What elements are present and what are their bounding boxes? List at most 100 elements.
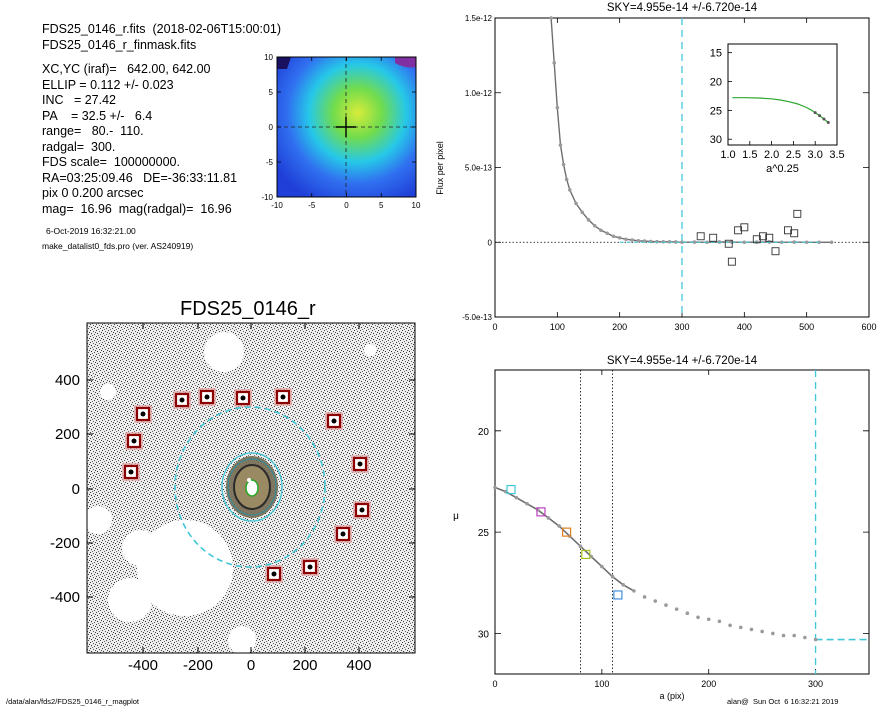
inset-x-tick-label: 2.0 <box>764 149 779 161</box>
mu-point <box>760 629 764 634</box>
inset-x-tick-label: 3.0 <box>808 149 823 161</box>
param-line: pix 0 0.200 arcsec <box>42 186 144 200</box>
mask-box <box>198 388 216 406</box>
flux-sky-box <box>790 229 799 238</box>
mu-point <box>664 603 668 607</box>
mu-point <box>600 564 604 569</box>
galaxy-core <box>245 479 259 497</box>
mu-point <box>653 599 658 603</box>
inset-y-tick-label: 20 <box>710 77 722 89</box>
flux-sky-box <box>752 235 761 244</box>
mu-point <box>674 607 679 611</box>
image-y-tick-label: 0 <box>72 481 80 498</box>
flux-point <box>792 240 796 244</box>
flux-point <box>552 61 557 65</box>
mu-point <box>813 637 818 642</box>
mask-box <box>334 525 352 543</box>
flux-point <box>549 16 553 20</box>
file-line: FDS25_0146_r.fits (2018-02-06T15:00:01) <box>42 22 282 36</box>
flux-x-tick-label: 600 <box>861 322 876 332</box>
image-y-tick-label: -200 <box>50 535 80 552</box>
param-line: RA=03:25:09.46 DE=-36:33:11.81 <box>42 170 238 185</box>
mu-x-tick-label: 300 <box>808 679 823 689</box>
mu-point <box>749 627 754 632</box>
footer-stamp: alan@ Sun Oct 6 16:32:21 2019 <box>727 697 839 706</box>
flux-y-tick-label: 0 <box>488 238 493 247</box>
mu-point <box>781 633 786 638</box>
flux-y-tick-label: 1.0e-12 <box>465 89 493 98</box>
thumb-x-tick-label: 0 <box>344 201 349 210</box>
mu-point <box>493 485 497 490</box>
inset-y-tick-label: 30 <box>710 134 722 146</box>
flux-point <box>568 188 572 192</box>
flux-y-tick-label: 1.5e-12 <box>465 14 493 23</box>
mu-point <box>696 615 700 620</box>
image-title: FDS25_0146_r <box>180 298 316 320</box>
flux-point <box>555 105 560 110</box>
flux-x-tick-label: 500 <box>799 322 814 332</box>
mu-y-tick-label: 25 <box>478 528 490 539</box>
flux-point <box>692 240 697 244</box>
thumb-dark-patch <box>277 57 291 69</box>
inset-point <box>818 114 822 118</box>
flux-y-label: Flux per pixel <box>435 141 445 195</box>
image-x-tick-label: -200 <box>183 657 213 674</box>
inset-y-tick-label: 15 <box>710 48 722 60</box>
mask-box <box>122 463 140 481</box>
mu-plot-frame <box>494 369 870 675</box>
mu-point <box>685 611 690 615</box>
flux-x-tick-label: 200 <box>612 322 627 332</box>
mu-range-marker <box>561 527 572 537</box>
flux-point <box>742 240 747 245</box>
mu-point <box>717 619 722 624</box>
inset-x-tick-label: 3.5 <box>829 149 844 161</box>
thumb-y-tick-label: -10 <box>261 193 273 202</box>
inset-x-label: a^0.25 <box>766 163 799 175</box>
mu-x-tick-label: 100 <box>594 679 609 689</box>
thumb-x-tick-label: 10 <box>412 201 421 210</box>
flux-x-tick-label: 0 <box>492 322 497 332</box>
inset-point <box>813 111 817 115</box>
flux-point <box>611 234 616 239</box>
mu-point <box>771 631 775 636</box>
flux-sky-box <box>724 239 733 248</box>
inset-point <box>826 120 830 124</box>
galaxy-center-dot <box>247 478 251 482</box>
flux-point <box>592 224 597 228</box>
masked-regions <box>84 332 376 654</box>
mu-point <box>546 516 551 520</box>
flux-point <box>580 210 585 215</box>
param-line: ELLIP = 0.112 +/- 0.023 <box>42 77 174 92</box>
mask-box <box>301 558 319 576</box>
mu-range-marker <box>581 549 591 560</box>
inset-x-tick-label: 1.0 <box>720 149 735 161</box>
mu-x-tick-label: 200 <box>701 679 716 689</box>
mu-x-tick-label: 0 <box>492 679 497 689</box>
date-line: 6-Oct-2019 16:32:21.00 <box>46 226 136 236</box>
flux-point <box>624 237 628 242</box>
image-y-tick-label: 400 <box>55 372 80 389</box>
thumb-y-tick-label: 5 <box>269 88 274 97</box>
flux-point <box>574 201 578 206</box>
image-x-tick-label: 200 <box>292 657 317 674</box>
mu-point <box>632 589 636 593</box>
thumb-y-tick-label: 0 <box>269 123 274 132</box>
mask-line: FDS25_0146_r_finmask.fits <box>42 38 197 52</box>
mask-box <box>274 388 292 406</box>
mask-box-group <box>122 388 371 583</box>
flux-x-tick-label: 300 <box>674 322 689 332</box>
mu-range-marker <box>613 590 623 600</box>
image-x-tick-label: 0 <box>247 657 255 674</box>
mu-point <box>610 574 615 579</box>
inset-frame <box>727 43 838 146</box>
inset-x-tick-label: 1.5 <box>742 149 757 161</box>
flux-point <box>617 235 622 240</box>
mu-point <box>578 544 583 549</box>
inset-y-tick-label: 25 <box>710 105 722 117</box>
mu-x-label: a (pix) <box>659 691 684 701</box>
mu-point <box>525 501 529 506</box>
flux-sky-box <box>709 233 718 242</box>
